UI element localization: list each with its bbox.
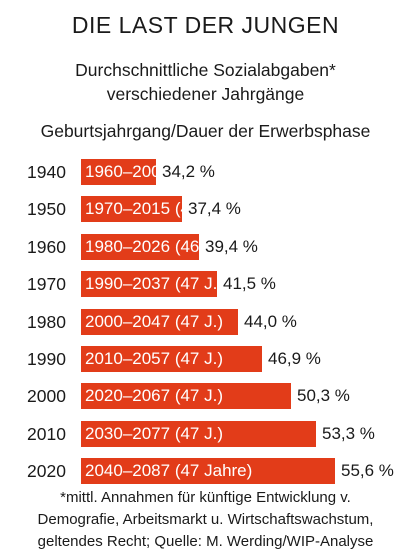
- bar: [81, 458, 335, 484]
- bar-label: 1960–2005 (45 J.): [85, 162, 223, 181]
- value-label: 39,4 %: [205, 237, 258, 256]
- value-label: 41,5 %: [223, 274, 276, 293]
- category-label: 1940: [27, 162, 66, 182]
- category-label: 2020: [27, 461, 66, 481]
- bar-label: 1990–2037 (47 J.): [85, 274, 223, 293]
- footnote-line-3: geltendes Recht; Quelle: M. Werding/WIP-…: [37, 533, 374, 550]
- chart-title: DIE LAST DER JUNGEN: [71, 12, 340, 38]
- value-label: 46,9 %: [268, 349, 321, 368]
- bar-label: 2010–2057 (47 J.): [85, 349, 223, 368]
- category-label: 2010: [27, 424, 66, 444]
- bar: [81, 234, 199, 260]
- bar-label: 1970–2015 (45,3 J.): [85, 199, 238, 218]
- footnote: *mittl. Annahmen für künftige Entwicklun…: [0, 487, 411, 553]
- value-label: 53,3 %: [322, 424, 375, 443]
- subtitle-line-1: Durchschnittliche Sozialabgaben*: [75, 60, 336, 80]
- bar-label: 1980–2026 (46,3 J.): [85, 237, 238, 256]
- bar: [81, 271, 217, 297]
- footnote-line-2: Demografie, Arbeitsmarkt u. Wirtschaftsw…: [37, 511, 374, 528]
- bar-label: 2030–2077 (47 J.): [85, 424, 223, 443]
- bar-label: 2020–2067 (47 J.): [85, 386, 223, 405]
- bar: [81, 196, 182, 222]
- value-label: 34,2 %: [162, 162, 215, 181]
- bar-label: 2040–2087 (47 Jahre): [85, 461, 253, 480]
- bar: [81, 309, 238, 335]
- category-label: 2000: [27, 386, 66, 406]
- bar: [81, 421, 316, 447]
- value-label: 44,0 %: [244, 312, 297, 331]
- chart-subtitle: Durchschnittliche Sozialabgaben* verschi…: [0, 58, 411, 106]
- bar: [81, 159, 156, 185]
- category-label: 1950: [27, 199, 66, 219]
- category-label: 1980: [27, 312, 66, 332]
- value-label: 37,4 %: [188, 199, 241, 218]
- value-label: 50,3 %: [297, 386, 350, 405]
- category-label: 1990: [27, 349, 66, 369]
- category-axis-caption: Geburtsjahrgang/Dauer der Erwerbsphase: [40, 121, 371, 141]
- bar-label: 2000–2047 (47 J.): [85, 312, 223, 331]
- footnote-line-1: *mittl. Annahmen für künftige Entwicklun…: [60, 489, 351, 506]
- value-label: 55,6 %: [341, 461, 394, 480]
- category-label: 1960: [27, 237, 66, 257]
- subtitle-line-2: verschiedener Jahrgänge: [106, 84, 305, 104]
- bar: [81, 383, 291, 409]
- category-label: 1970: [27, 274, 66, 294]
- bar: [81, 346, 262, 372]
